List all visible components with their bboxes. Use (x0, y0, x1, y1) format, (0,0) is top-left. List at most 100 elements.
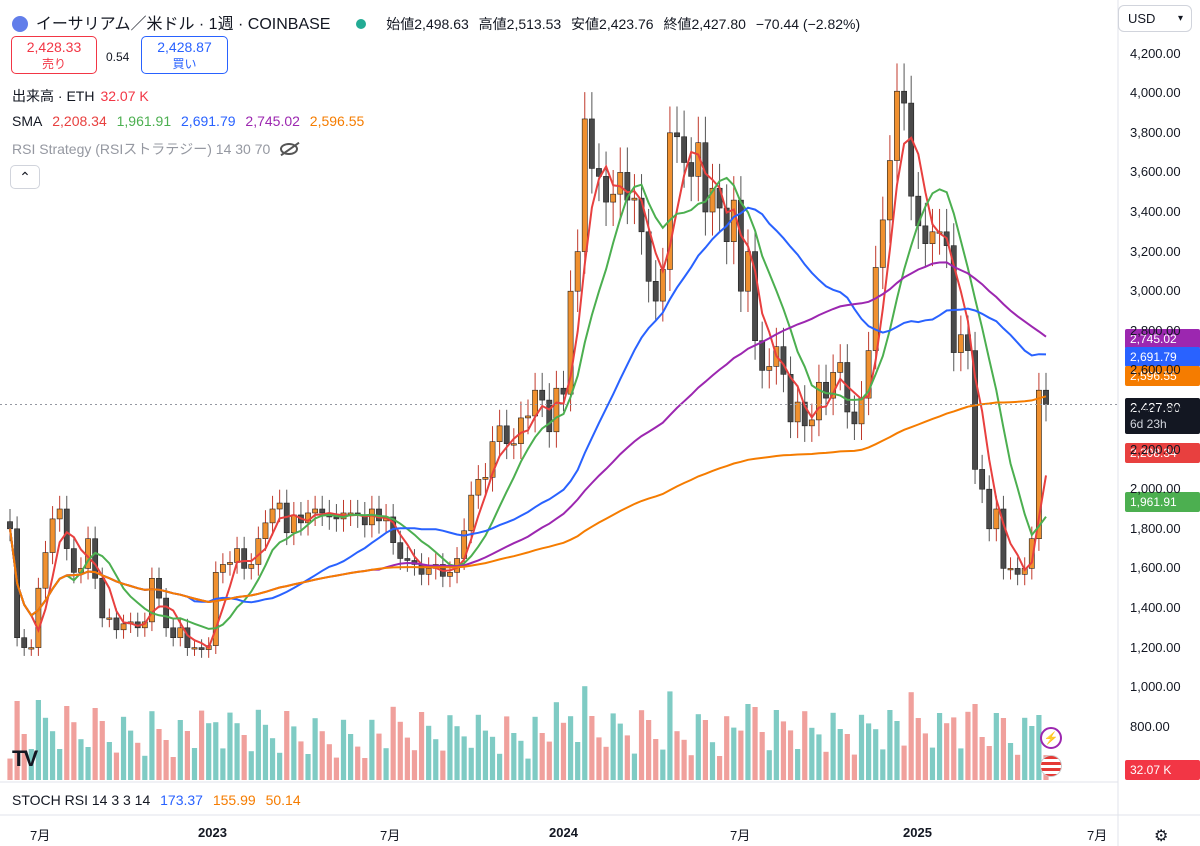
symbol-title[interactable]: イーサリアム／米ドル · 1週 · COINBASE (35, 16, 331, 33)
candle-body (319, 508, 326, 514)
candle-body (447, 572, 453, 577)
volume-bar (128, 730, 134, 780)
candle-body (149, 577, 155, 623)
candle-body (518, 417, 524, 444)
volume-bar (979, 737, 985, 780)
volume-bar (844, 734, 850, 780)
volume-bar (404, 737, 410, 780)
candle-body (532, 389, 538, 417)
currency-button[interactable]: USD ▾ (1118, 5, 1192, 32)
volume-bar (92, 708, 98, 780)
volume-bar (915, 718, 921, 780)
candle-body (35, 587, 42, 648)
volume-bar (49, 731, 56, 780)
volume-bar (369, 719, 375, 780)
candle-body (248, 564, 255, 569)
volume-bar (546, 741, 552, 780)
eye-hidden-icon[interactable] (280, 141, 300, 157)
sell-button[interactable]: 2,428.33 売り (11, 36, 97, 74)
candle-body (645, 231, 652, 282)
volume-bar (113, 752, 120, 780)
candle-body (617, 172, 624, 195)
candle-body (1036, 389, 1042, 540)
buy-button[interactable]: 2,428.87 買い (141, 36, 228, 74)
volume-bar (383, 748, 389, 780)
volume-bar (355, 746, 361, 780)
stoch-k-value: 173.37 (160, 792, 203, 808)
candle-body (730, 199, 737, 242)
us-flag-icon[interactable] (1040, 755, 1062, 777)
volume-bar (653, 739, 659, 780)
candle-body (688, 162, 695, 177)
volume-bar (851, 754, 858, 780)
candle-body (901, 90, 907, 104)
candle-body (1014, 568, 1021, 575)
collapse-legend-button[interactable]: ⌃ (10, 165, 40, 189)
volume-bar (305, 754, 311, 780)
candle-body (886, 160, 893, 221)
volume-bar (944, 723, 950, 780)
chevron-down-icon: ▾ (1177, 13, 1183, 24)
volume-bar (234, 723, 240, 780)
volume-bar (582, 686, 588, 780)
sma1-line (9, 136, 1047, 650)
chevron-up-icon: ⌃ (19, 169, 31, 185)
candle-body (986, 488, 993, 530)
candle-body (63, 508, 70, 549)
volume-bar (837, 729, 843, 780)
y-tick-label: 1,600.00 (1130, 560, 1181, 576)
volume-bar (262, 724, 269, 780)
close-value: 2,427.80 (691, 16, 746, 32)
volume-bar (596, 737, 602, 780)
sell-price: 2,428.33 (26, 39, 82, 55)
volume-bar (688, 755, 694, 780)
candle-body (837, 362, 844, 373)
volume-bar (560, 722, 567, 780)
volume-bar (191, 748, 198, 780)
volume-bar (908, 692, 914, 780)
volume-bar (269, 738, 276, 780)
volume-bar (504, 716, 510, 780)
volume-bar (887, 710, 893, 780)
y-tick-label: 1,200.00 (1130, 639, 1181, 655)
candle-body (659, 269, 666, 302)
volume-legend[interactable]: 出来高 · ETH 32.07 K (12, 86, 155, 106)
spread-value: 0.54 (106, 50, 130, 64)
candle-body (56, 508, 63, 520)
stoch-rsi-legend[interactable]: STOCH RSI 14 3 3 14 173.37 155.99 50.14 (12, 792, 307, 808)
tradingview-logo[interactable]: TV (12, 746, 38, 771)
candle-body (482, 477, 489, 480)
volume-bar (291, 726, 297, 780)
candle-body (752, 251, 758, 342)
volume-bar (298, 741, 304, 780)
candle-body (745, 251, 751, 292)
volume-bar (142, 755, 148, 780)
y-tick-label: 3,200.00 (1130, 243, 1181, 259)
x-tick-label: 7月 (1087, 828, 1108, 843)
volume-bar (42, 717, 49, 780)
volume-bar (610, 713, 616, 780)
volume-bar (958, 748, 964, 780)
volume-bar (184, 731, 190, 780)
volume-bar (525, 758, 531, 780)
volume-bar (28, 749, 34, 780)
volume-bar (21, 734, 27, 780)
volume-bar (1007, 743, 1014, 780)
volume-bar (78, 739, 84, 780)
lightning-icon[interactable]: ⚡ (1040, 727, 1062, 749)
volume-axis-badge: 32.07 K (1125, 760, 1200, 780)
settings-gear-icon[interactable]: ⚙ (1154, 828, 1169, 845)
candle-body (759, 340, 766, 371)
volume-bar (901, 745, 907, 780)
candle-body (475, 478, 482, 496)
open-label: 始値 (386, 16, 415, 32)
candle-body (28, 647, 35, 650)
rsi-strategy-legend[interactable]: RSI Strategy (RSIストラテジー) 14 30 70 (12, 139, 304, 159)
candle-body (823, 381, 829, 399)
volume-bar (362, 758, 368, 780)
volume-bar (14, 701, 20, 780)
sma-legend[interactable]: SMA 2,208.34 1,961.91 2,691.79 2,745.02 … (12, 113, 370, 129)
change-value: −70.44 (−2.82%) (755, 16, 861, 32)
volume-bar (1000, 718, 1007, 780)
